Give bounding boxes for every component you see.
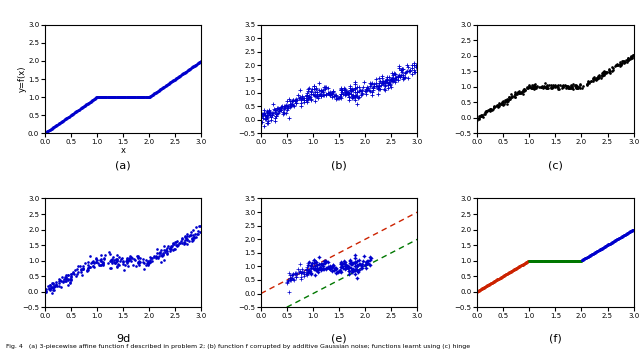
X-axis label: x: x xyxy=(120,146,125,155)
Text: (b): (b) xyxy=(332,160,347,170)
Text: (c): (c) xyxy=(548,160,563,170)
Text: 9d: 9d xyxy=(116,334,130,344)
Text: (a): (a) xyxy=(115,160,131,170)
Text: Fig. 4   (a) 3-piecewise affine function f described in problem 2; (b) function : Fig. 4 (a) 3-piecewise affine function f… xyxy=(6,345,470,349)
Text: (f): (f) xyxy=(549,334,562,344)
Y-axis label: y=f(x): y=f(x) xyxy=(18,66,27,92)
Text: (e): (e) xyxy=(332,334,347,344)
